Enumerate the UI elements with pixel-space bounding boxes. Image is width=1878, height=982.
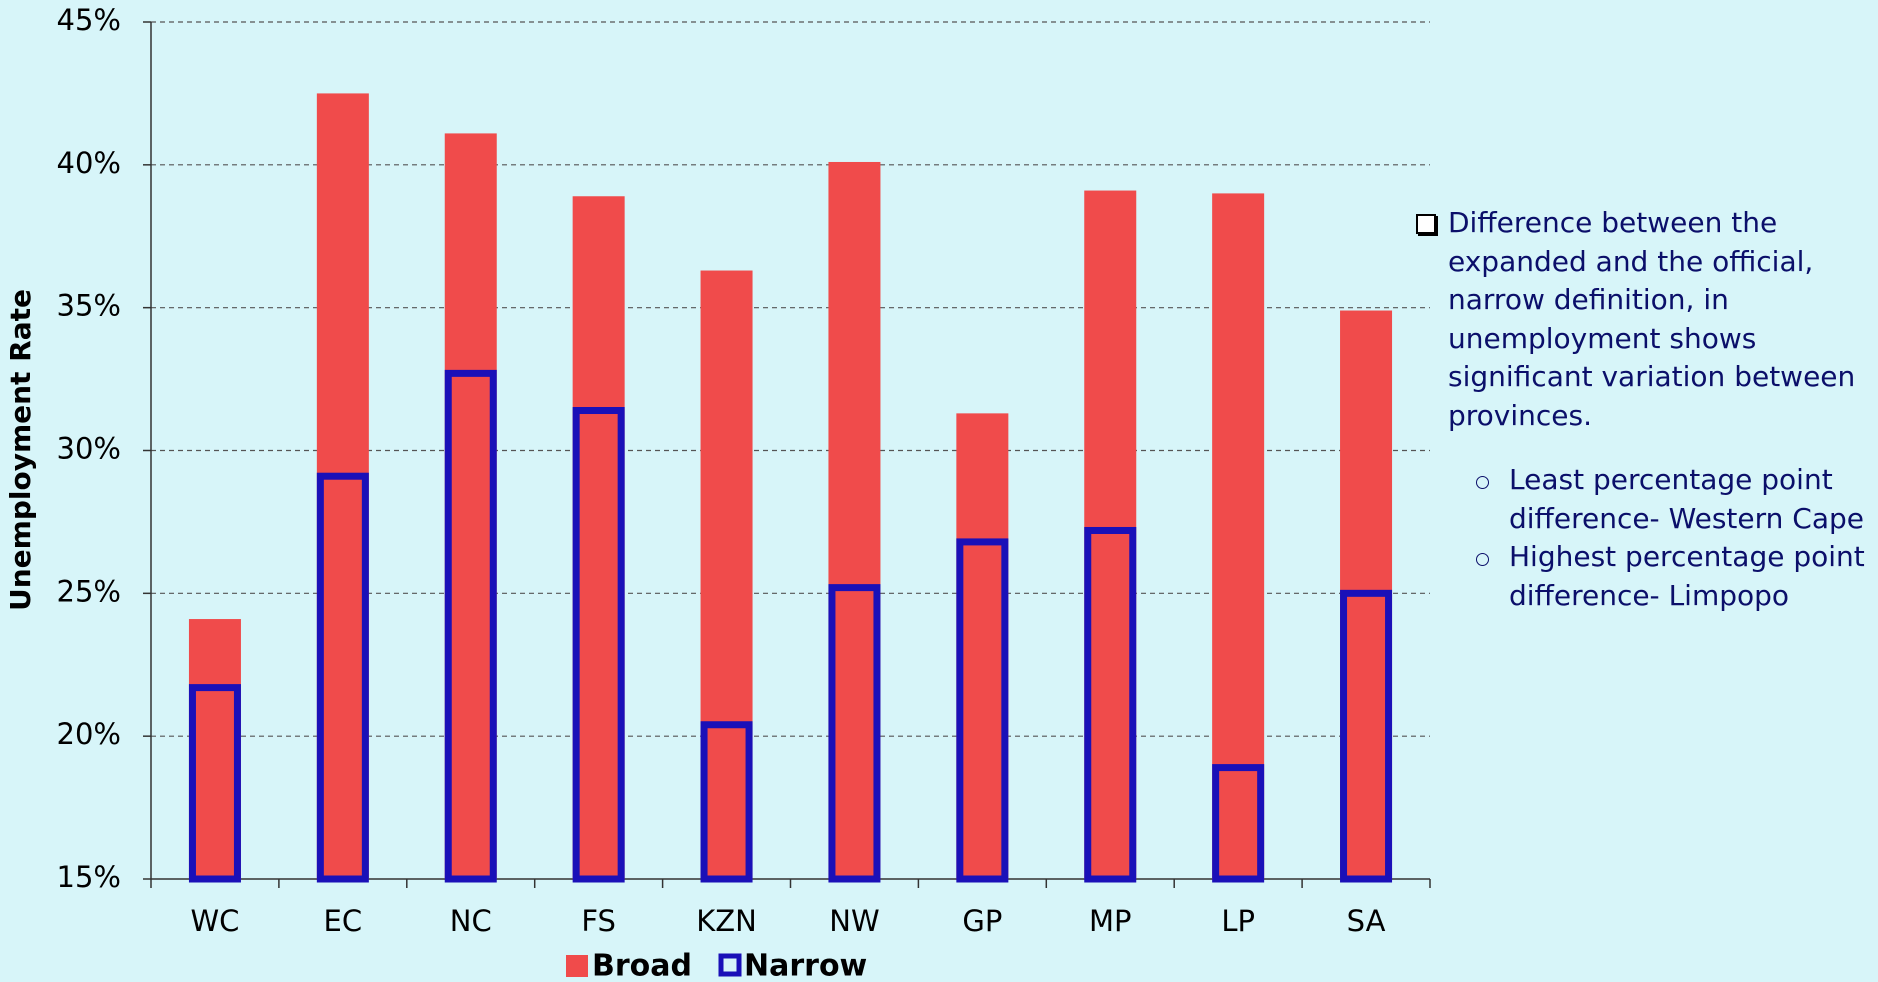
legend-label: Narrow bbox=[744, 949, 867, 982]
y-tick-label: 30% bbox=[57, 432, 121, 466]
bar-outline bbox=[1212, 764, 1265, 883]
bar bbox=[828, 161, 881, 879]
y-axis-label: Unemployment Rate bbox=[4, 289, 37, 611]
bar bbox=[316, 93, 369, 879]
bar-outline bbox=[1340, 589, 1393, 883]
bar-outline bbox=[316, 472, 369, 883]
y-tick-label: 15% bbox=[57, 860, 121, 894]
bar-outline bbox=[956, 538, 1009, 883]
bar bbox=[444, 133, 497, 879]
bar bbox=[572, 196, 625, 880]
x-tick-label: NC bbox=[450, 904, 492, 938]
y-tick-label: 45% bbox=[57, 3, 121, 37]
x-tick-label: EC bbox=[324, 904, 363, 938]
x-tick-label: WC bbox=[190, 904, 239, 938]
bar bbox=[956, 413, 1009, 879]
annotation-text: Difference between the expanded and the … bbox=[1412, 204, 1874, 435]
annotation: Difference between the expanded and the … bbox=[1412, 204, 1874, 615]
bar bbox=[1212, 193, 1265, 879]
bar-outline bbox=[188, 684, 241, 883]
legend-swatch bbox=[718, 953, 742, 977]
y-tick-label: 40% bbox=[57, 146, 121, 180]
x-tick-label: NW bbox=[829, 904, 879, 938]
x-tick-label: KZN bbox=[696, 904, 757, 938]
bar bbox=[1084, 190, 1137, 879]
annotation-point: Least percentage point difference- Weste… bbox=[1476, 461, 1874, 538]
bar bbox=[700, 270, 753, 879]
y-tick-label: 20% bbox=[57, 717, 121, 751]
y-tick-label: 25% bbox=[57, 574, 121, 608]
x-tick-label: SA bbox=[1347, 904, 1386, 938]
x-tick-label: MP bbox=[1089, 904, 1132, 938]
bar-outline bbox=[828, 584, 881, 883]
x-tick-label: GP bbox=[962, 904, 1002, 938]
bar bbox=[188, 619, 241, 879]
bar-outline bbox=[444, 369, 497, 883]
bar-outline bbox=[700, 721, 753, 883]
legend-swatch bbox=[566, 955, 588, 977]
y-tick-label: 35% bbox=[57, 289, 121, 323]
legend-label: Broad bbox=[592, 949, 692, 982]
bar-outline bbox=[1084, 526, 1137, 883]
x-tick-label: LP bbox=[1221, 904, 1255, 938]
x-tick-label: FS bbox=[581, 904, 616, 938]
annotation-list: Least percentage point difference- Weste… bbox=[1412, 461, 1874, 615]
bar-outline bbox=[572, 407, 625, 883]
annotation-point: Highest percentage point difference- Lim… bbox=[1476, 538, 1874, 615]
